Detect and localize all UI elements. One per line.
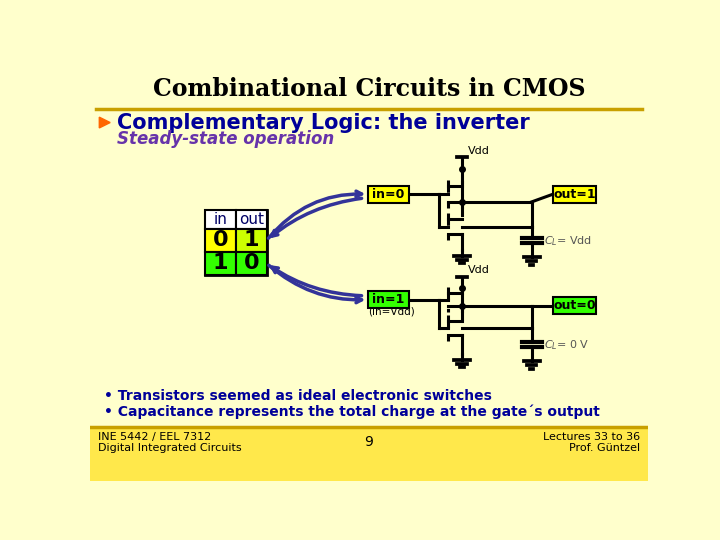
- Text: $C_L$= 0 V: $C_L$= 0 V: [544, 338, 590, 352]
- Text: 1: 1: [243, 231, 259, 251]
- Bar: [204, 252, 235, 275]
- Text: Combinational Circuits in CMOS: Combinational Circuits in CMOS: [153, 77, 585, 102]
- Text: Prof. Güntzel: Prof. Güntzel: [569, 443, 640, 453]
- Bar: [235, 252, 266, 275]
- Text: out=1: out=1: [553, 188, 595, 201]
- Text: • Transistors seemed as ideal electronic switches: • Transistors seemed as ideal electronic…: [104, 389, 492, 403]
- Text: Vdd: Vdd: [468, 146, 490, 156]
- Text: 1: 1: [212, 253, 228, 273]
- Bar: [235, 229, 266, 252]
- Text: out=0: out=0: [553, 299, 595, 312]
- Bar: [204, 229, 235, 252]
- Text: INE 5442 / EEL 7312: INE 5442 / EEL 7312: [98, 431, 211, 442]
- Bar: [90, 427, 648, 481]
- Text: $C_L$= Vdd: $C_L$= Vdd: [544, 234, 593, 248]
- Bar: [553, 186, 595, 202]
- Text: out: out: [239, 212, 264, 227]
- Bar: [204, 210, 266, 275]
- Text: 0: 0: [212, 231, 228, 251]
- Text: Complementary Logic: the inverter: Complementary Logic: the inverter: [117, 112, 530, 132]
- Text: Digital Integrated Circuits: Digital Integrated Circuits: [98, 443, 241, 453]
- Bar: [553, 298, 595, 314]
- Bar: [204, 210, 235, 229]
- Text: • Capacitance represents the total charge at the gate´s output: • Capacitance represents the total charg…: [104, 404, 600, 418]
- Text: (in=Vdd): (in=Vdd): [368, 307, 415, 317]
- Bar: [235, 210, 266, 229]
- Polygon shape: [99, 117, 110, 128]
- Text: in: in: [213, 212, 227, 227]
- Bar: [368, 186, 408, 202]
- Text: 0: 0: [243, 253, 259, 273]
- Text: Lectures 33 to 36: Lectures 33 to 36: [543, 431, 640, 442]
- Text: Vdd: Vdd: [468, 265, 490, 275]
- Text: in=1: in=1: [372, 293, 405, 306]
- Bar: [368, 291, 408, 308]
- Text: in=0: in=0: [372, 188, 405, 201]
- Text: 9: 9: [364, 435, 374, 449]
- Text: Steady-state operation: Steady-state operation: [117, 130, 334, 148]
